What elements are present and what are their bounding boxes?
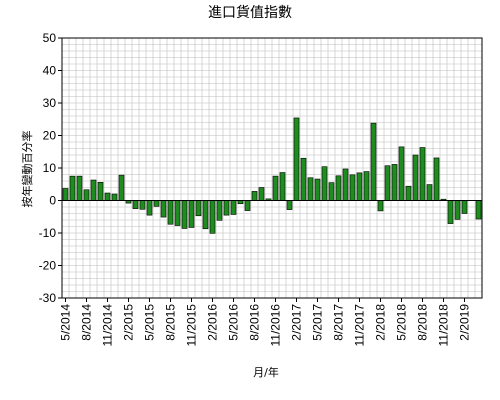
bar (356, 172, 363, 201)
bar (314, 178, 321, 201)
x-tick-label: 2/2019 (458, 304, 472, 341)
x-tick-label: 11/2018 (437, 304, 451, 347)
y-tick-label: -30 (39, 291, 57, 305)
bar (69, 175, 76, 201)
bar (160, 200, 167, 218)
bar (342, 168, 349, 201)
x-tick-label: 8/2015 (164, 304, 178, 341)
bar (328, 182, 335, 201)
bar (419, 147, 426, 201)
bar (111, 193, 118, 201)
x-tick-label: 5/2014 (59, 304, 73, 341)
bar (377, 200, 384, 212)
bar (454, 200, 461, 220)
y-tick-label: -10 (39, 226, 57, 240)
x-tick-label: 8/2014 (80, 304, 94, 341)
bar (97, 182, 104, 201)
x-tick-label: 8/2017 (332, 304, 346, 341)
bar (223, 200, 230, 216)
x-tick-label: 5/2017 (311, 304, 325, 341)
bar (398, 146, 405, 201)
bar (139, 200, 146, 210)
bar (300, 157, 307, 201)
bar (349, 174, 356, 201)
bar (188, 200, 195, 228)
y-tick-label: 20 (43, 129, 57, 143)
bar (202, 200, 209, 230)
x-tick-label: 5/2015 (143, 304, 157, 341)
axes: -30 -20 -10 0 10 20 30 40 50 5/2014 8/2014 11/2014 2… (39, 31, 483, 347)
x-tick-label: 8/2018 (416, 304, 430, 341)
bar (370, 122, 377, 201)
chart-title: 進口貨值指數 (208, 4, 292, 21)
bar (475, 200, 482, 220)
bar (244, 200, 251, 211)
x-tick-label: 5/2018 (395, 304, 409, 341)
bar (174, 200, 181, 226)
bar (335, 175, 342, 201)
y-tick-label: 10 (43, 161, 57, 175)
x-axis-label: 月/年 (253, 365, 279, 379)
bar (181, 200, 188, 229)
x-tick-label: 2/2017 (290, 304, 304, 341)
bar (461, 200, 468, 214)
x-tick-label: 11/2016 (269, 304, 283, 347)
bar (76, 175, 83, 201)
bar (384, 165, 391, 201)
y-tick-label: 30 (43, 96, 57, 110)
y-tick-label: 40 (43, 64, 57, 78)
bar (405, 185, 412, 201)
bar (153, 200, 160, 207)
bar (286, 200, 293, 210)
y-tick-label: 0 (49, 194, 56, 208)
bar (146, 200, 153, 216)
x-tick-label: 11/2015 (185, 304, 199, 347)
bar (118, 174, 125, 201)
bar (293, 117, 300, 201)
bar (90, 179, 97, 201)
bar (167, 200, 174, 225)
bar (83, 189, 90, 201)
bar (363, 171, 370, 201)
bar (272, 175, 279, 201)
y-tick-label: 50 (43, 31, 57, 45)
bar (209, 200, 216, 234)
bar (321, 166, 328, 201)
x-tick-label: 11/2014 (101, 304, 115, 347)
bar (391, 164, 398, 201)
bar (279, 172, 286, 201)
bar (195, 200, 202, 217)
grid-lines (62, 37, 482, 299)
bar (426, 184, 433, 201)
bar (230, 200, 237, 215)
x-tick-label: 2/2016 (206, 304, 220, 341)
y-tick-label: -20 (39, 259, 57, 273)
x-tick-label: 2/2018 (374, 304, 388, 341)
y-axis-label: 按年變動百分率 (20, 131, 34, 208)
x-tick-label: 2/2015 (122, 304, 136, 341)
bar (216, 200, 223, 221)
bar (104, 192, 111, 201)
x-tick-label: 5/2016 (227, 304, 241, 341)
bar (132, 200, 139, 209)
bar (412, 154, 419, 201)
bar (447, 200, 454, 224)
x-tick-label: 11/2017 (353, 304, 367, 347)
bar (307, 177, 314, 201)
x-tick-label: 8/2016 (248, 304, 262, 341)
bar (433, 157, 440, 201)
bar (62, 188, 69, 201)
bar (251, 191, 258, 201)
bar (258, 187, 265, 201)
